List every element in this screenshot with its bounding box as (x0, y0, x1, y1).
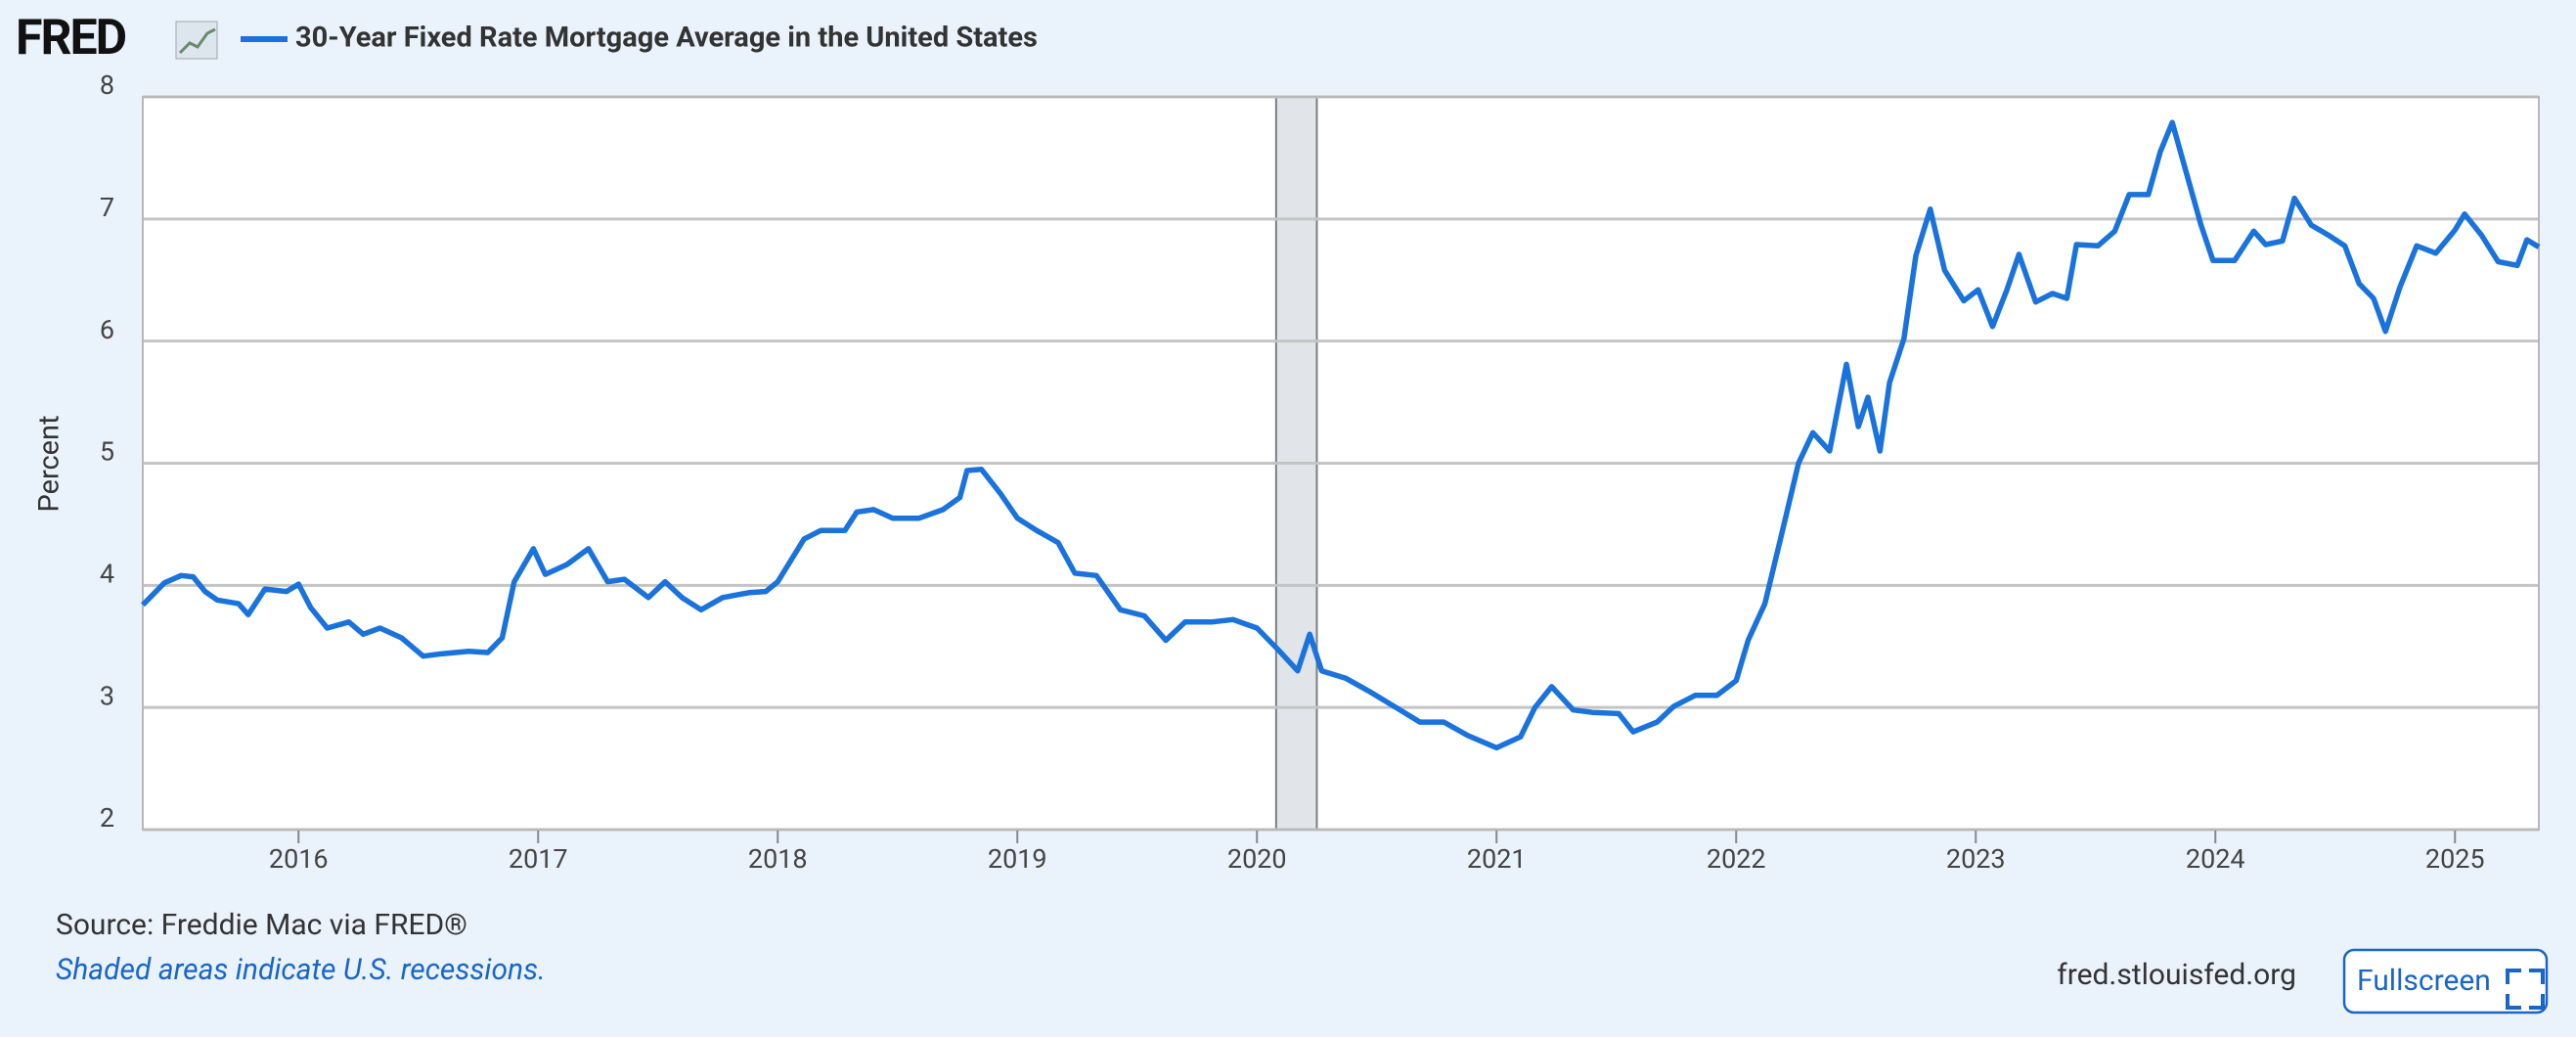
x-tick-label: 2023 (1946, 843, 2006, 875)
y-tick-label: 7 (100, 192, 114, 223)
series-line (141, 119, 2541, 751)
fullscreen-label[interactable]: Fullscreen (2357, 964, 2491, 998)
recession-note: Shaded areas indicate U.S. recessions. (56, 953, 546, 987)
y-tick-label: 2 (100, 802, 114, 834)
y-tick-label: 4 (100, 558, 114, 589)
x-tick-label: 2024 (2186, 843, 2245, 875)
x-tick-label: 2020 (1227, 843, 1287, 875)
plot-frame (142, 96, 2540, 831)
y-tick-label: 8 (100, 69, 114, 101)
x-tick-label: 2018 (748, 843, 808, 875)
x-tick-label: 2017 (509, 843, 568, 875)
x-tick-label: 2016 (269, 843, 329, 875)
y-tick-label: 5 (100, 436, 114, 468)
x-tick-label: 2025 (2425, 843, 2485, 875)
fullscreen-button[interactable]: Fullscreen (2342, 948, 2549, 1014)
x-tick-label: 2022 (1707, 843, 1766, 875)
y-tick-label: 3 (100, 680, 114, 711)
y-axis-label: Percent (33, 415, 67, 512)
logo-icon (175, 21, 218, 60)
site-link: fred.stlouisfed.org (2057, 958, 2296, 992)
x-tick-label: 2021 (1467, 843, 1527, 875)
y-tick-label: 6 (100, 314, 114, 345)
source: Source: Freddie Mac via FRED® (56, 908, 467, 942)
logo: FRED (16, 10, 126, 67)
x-tick-label: 2019 (988, 843, 1047, 875)
legend-label: 30-Year Fixed Rate Mortgage Average in t… (295, 22, 1038, 55)
